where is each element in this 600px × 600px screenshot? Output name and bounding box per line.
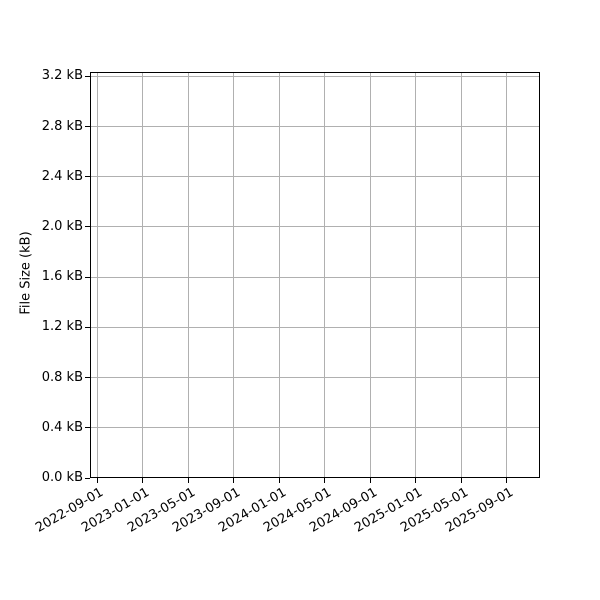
y-tick-label: 0.8 kB xyxy=(41,369,83,385)
x-tick-mark xyxy=(233,478,235,483)
x-gridline xyxy=(278,72,280,478)
y-gridline xyxy=(90,377,540,379)
y-tick-label: 2.0 kB xyxy=(41,218,83,234)
x-tick-mark xyxy=(460,478,462,483)
y-tick-mark xyxy=(85,276,90,278)
y-gridline xyxy=(90,326,540,328)
x-gridline xyxy=(96,72,98,478)
y-tick-mark xyxy=(85,226,90,228)
plot-area xyxy=(90,72,540,478)
y-tick-label: 2.8 kB xyxy=(41,118,83,134)
y-axis-title: File Size (kB) xyxy=(18,231,34,315)
x-tick-mark xyxy=(324,478,326,483)
y-tick-label: 0.4 kB xyxy=(41,419,83,435)
x-tick-mark xyxy=(415,478,417,483)
x-tick-mark xyxy=(369,478,371,483)
y-gridline xyxy=(90,176,540,178)
x-gridline xyxy=(415,72,417,478)
y-tick-label: 2.4 kB xyxy=(41,168,83,184)
y-tick-mark xyxy=(85,377,90,379)
x-tick-mark xyxy=(142,478,144,483)
y-gridline xyxy=(90,75,540,77)
y-tick-mark xyxy=(85,126,90,128)
y-tick-label: 3.2 kB xyxy=(41,68,83,84)
y-tick-label: 0.0 kB xyxy=(41,470,83,485)
x-gridline xyxy=(324,72,326,478)
y-gridline xyxy=(90,126,540,128)
x-gridline xyxy=(460,72,462,478)
y-tick-mark xyxy=(85,477,90,479)
x-gridline xyxy=(506,72,508,478)
y-gridline xyxy=(90,427,540,429)
y-tick-mark xyxy=(85,75,90,77)
y-tick-mark xyxy=(85,176,90,178)
x-tick-mark xyxy=(187,478,189,483)
x-gridline xyxy=(233,72,235,478)
x-gridline xyxy=(369,72,371,478)
plot-spines xyxy=(90,72,540,478)
x-tick-mark xyxy=(278,478,280,483)
x-gridline xyxy=(142,72,144,478)
y-tick-mark xyxy=(85,427,90,429)
x-tick-mark xyxy=(506,478,508,483)
y-tick-mark xyxy=(85,326,90,328)
y-tick-label: 1.2 kB xyxy=(41,319,83,335)
y-gridline xyxy=(90,276,540,278)
grid-layer xyxy=(90,72,540,478)
x-tick-mark xyxy=(96,478,98,483)
y-gridline xyxy=(90,226,540,228)
x-gridline xyxy=(187,72,189,478)
y-tick-label: 1.6 kB xyxy=(41,269,83,285)
